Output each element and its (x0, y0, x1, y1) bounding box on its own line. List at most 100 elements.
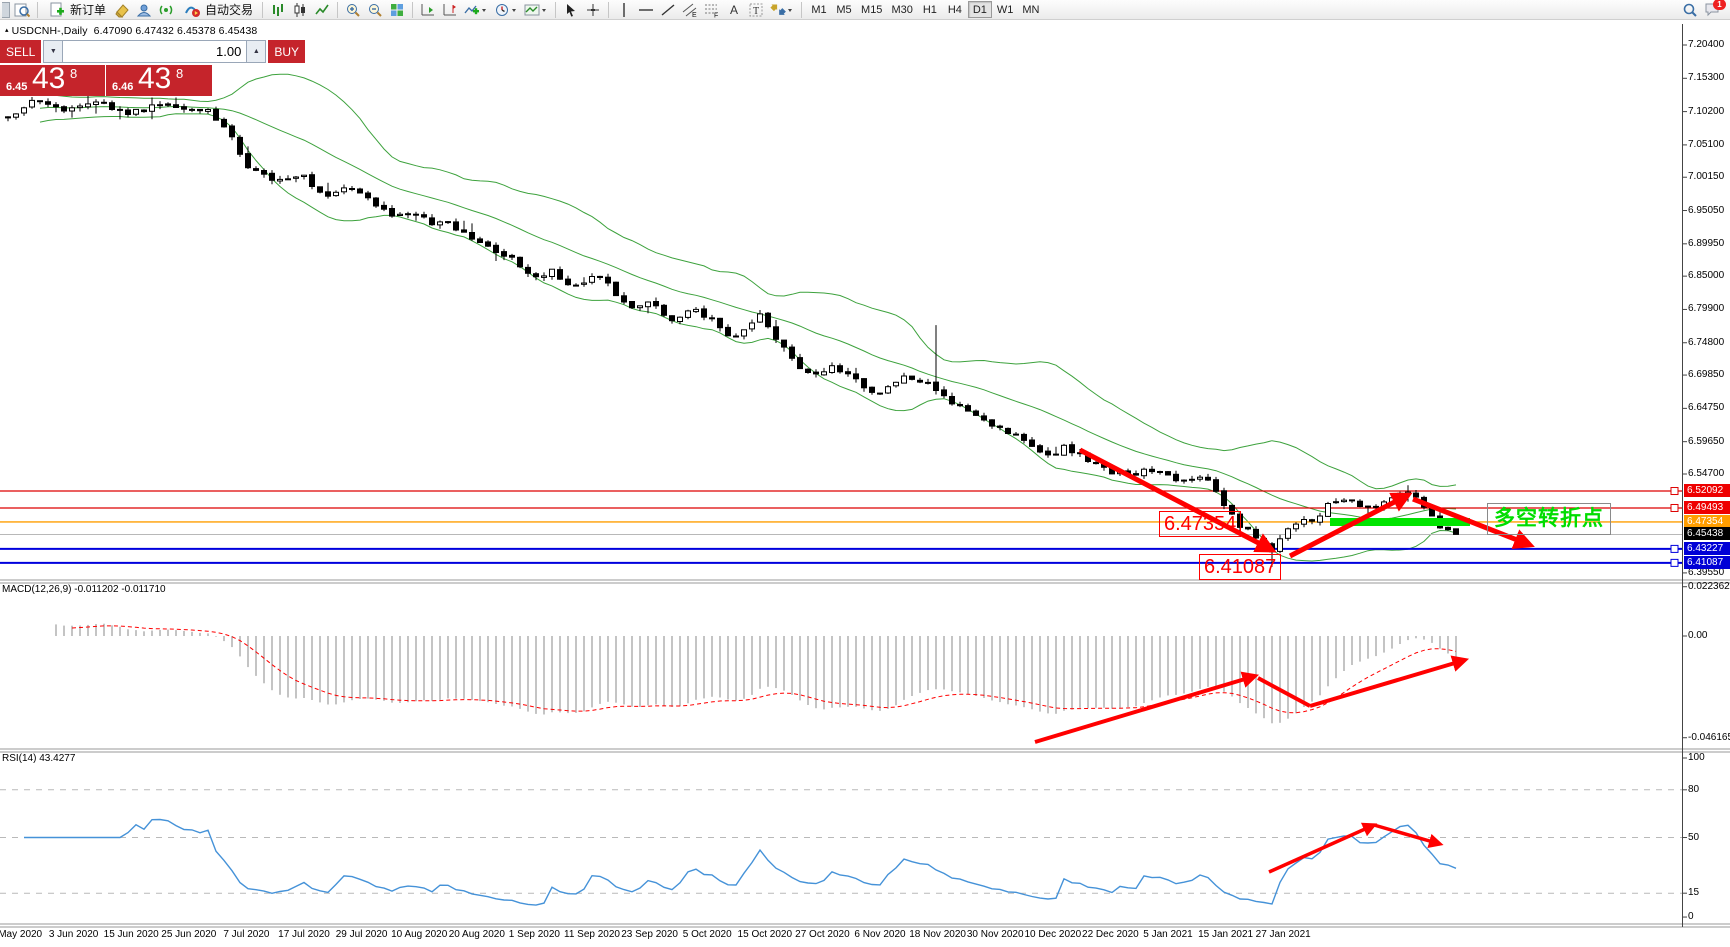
price-level-badge: 6.43227 (1684, 541, 1730, 555)
date-axis-label[interactable]: 3 Jun 2020 (48, 929, 99, 940)
line-chart-icon[interactable] (312, 0, 332, 20)
rsi-panel-resize-handle[interactable] (0, 747, 1730, 752)
price-level-badge: 6.49493 (1684, 500, 1730, 514)
equidistant-channel-icon[interactable]: E (680, 0, 700, 20)
chart-shift-icon[interactable] (440, 0, 460, 20)
date-axis-label[interactable]: 29 Jul 2020 (335, 929, 388, 940)
macd-axis-label: 0.022362 (1688, 580, 1730, 592)
price-axis-label: 6.85000 (1688, 270, 1725, 282)
vertical-line-icon[interactable] (614, 0, 634, 20)
macd-panel-resize-handle[interactable] (0, 578, 1730, 583)
text-label-icon[interactable]: T (746, 0, 766, 20)
timeframe-m1[interactable]: M1 (807, 1, 831, 18)
date-axis-label[interactable]: 15 Oct 2020 (737, 929, 793, 940)
date-axis-label[interactable]: 25 Jun 2020 (161, 929, 217, 940)
volume-increase-button[interactable]: ▲ (246, 40, 267, 63)
turning-point-annotation[interactable]: 多空转折点 (1487, 503, 1611, 535)
zoom-out-icon[interactable] (365, 0, 385, 20)
timeframe-w1[interactable]: W1 (993, 1, 1018, 18)
crosshair-icon[interactable] (583, 0, 603, 20)
text-icon[interactable]: A (730, 2, 739, 17)
price-level-badge: 6.41087 (1684, 555, 1730, 569)
date-axis-label[interactable]: 20 Aug 2020 (448, 929, 505, 940)
buy-price-big: 43 (138, 62, 172, 95)
date-axis-label[interactable]: 17 Jul 2020 (278, 929, 330, 940)
date-axis-label[interactable]: 30 Nov 2020 (966, 929, 1024, 940)
arrows-icon[interactable] (768, 0, 796, 20)
bar-chart-icon[interactable] (268, 0, 288, 20)
rsi-label: RSI(14) 43.4277 (2, 753, 76, 764)
price-callout-1[interactable]: 6.47354 (1159, 511, 1242, 537)
date-axis-label[interactable]: 11 Sep 2020 (564, 929, 620, 940)
timeframe-h4[interactable]: H4 (943, 1, 967, 18)
trendline-icon[interactable] (658, 0, 678, 20)
date-axis-label[interactable]: 18 Nov 2020 (909, 929, 966, 940)
tile-windows-icon[interactable] (387, 0, 407, 20)
chart-window-icon[interactable] (2, 1, 10, 18)
price-callout-2[interactable]: 6.41087 (1199, 554, 1282, 580)
timeframe-m30[interactable]: M30 (887, 1, 916, 18)
search-icon[interactable] (1680, 0, 1700, 20)
rsi-axis-label: 50 (1688, 831, 1700, 843)
horizontal-line-icon[interactable] (636, 0, 656, 20)
buy-price-display[interactable]: 6.46 43 8 (106, 62, 212, 96)
date-axis-label[interactable]: 6 Nov 2020 (854, 929, 906, 940)
date-axis-label[interactable]: 27 Jan 2021 (1255, 929, 1311, 940)
date-axis-label[interactable]: 23 Sep 2020 (621, 929, 678, 940)
date-axis-label[interactable]: 22 Dec 2020 (1082, 929, 1139, 940)
timeframe-d1[interactable]: D1 (967, 1, 992, 18)
date-axis-label[interactable]: 2 May 2020 (0, 929, 43, 940)
volume-input[interactable] (63, 40, 247, 63)
timeframe-m5[interactable]: M5 (832, 1, 856, 18)
terminal-icon[interactable] (134, 0, 154, 20)
buy-button[interactable]: BUY (268, 40, 306, 63)
template-icon[interactable] (522, 0, 550, 20)
date-axis-label[interactable]: 1 Sep 2020 (508, 929, 560, 940)
signals-icon[interactable] (156, 0, 176, 20)
volume-decrease-button[interactable]: ▼ (43, 40, 64, 63)
period-icon[interactable] (492, 0, 520, 20)
eraser-icon[interactable] (112, 0, 132, 20)
macd-axis-label: 0.00 (1688, 630, 1708, 641)
buy-price-small: 6.46 (112, 81, 134, 93)
price-axis-label: 6.79900 (1688, 303, 1725, 315)
notification-icon[interactable]: 1 (1704, 0, 1726, 19)
one-click-trade-panel: SELL ▼ ▲ BUY 6.45 43 8 6.46 43 8 (0, 40, 306, 96)
date-axis-label[interactable]: 27 Oct 2020 (795, 929, 850, 940)
svg-text:F: F (714, 12, 718, 18)
svg-text:E: E (692, 12, 697, 18)
buy-price-sup: 8 (176, 66, 184, 81)
indicator-list-icon[interactable] (12, 0, 32, 20)
sell-price-display[interactable]: 6.45 43 8 (0, 62, 105, 96)
sell-button[interactable]: SELL (0, 40, 42, 63)
svg-text:T: T (753, 6, 759, 17)
timeframe-mn[interactable]: MN (1018, 1, 1043, 18)
main-toolbar: 新订单 自动交易 E F A T M1 M5 M15 M30 H1 H4 D1 W1 MN 1 (0, 0, 1730, 20)
cursor-icon[interactable] (561, 0, 581, 20)
date-axis-label[interactable]: 5 Oct 2020 (682, 929, 732, 940)
auto-trading-label: 自动交易 (205, 3, 254, 17)
date-axis-label[interactable]: 5 Jan 2021 (1143, 929, 1193, 940)
new-order-button[interactable]: 新订单 (43, 1, 110, 19)
auto-trading-button[interactable]: 自动交易 (178, 1, 257, 19)
macd-label: MACD(12,26,9) -0.011202 -0.011710 (2, 584, 166, 595)
auto-scroll-icon[interactable] (418, 0, 438, 20)
rsi-axis-label: 15 (1688, 887, 1700, 899)
date-axis-label[interactable]: 10 Aug 2020 (391, 929, 448, 940)
date-axis-label[interactable]: 15 Jun 2020 (103, 929, 159, 940)
price-axis-label: 6.64750 (1688, 402, 1725, 414)
add-indicator-icon[interactable] (462, 0, 490, 20)
date-axis-label[interactable]: 10 Dec 2020 (1024, 929, 1082, 940)
zoom-in-icon[interactable] (343, 0, 363, 20)
rsi-axis-label: 80 (1688, 783, 1700, 795)
sell-price-small: 6.45 (6, 81, 28, 93)
fibonacci-icon[interactable]: F (702, 0, 722, 20)
timeframe-h1[interactable]: H1 (918, 1, 942, 18)
timeframe-m15[interactable]: M15 (857, 1, 886, 18)
date-axis-label[interactable]: 7 Jul 2020 (223, 929, 270, 940)
price-axis-label: 6.74800 (1688, 336, 1725, 348)
sell-price-big: 43 (32, 62, 66, 95)
date-axis-label[interactable]: 15 Jan 2021 (1198, 929, 1254, 940)
candlestick-chart-icon[interactable] (290, 0, 310, 20)
